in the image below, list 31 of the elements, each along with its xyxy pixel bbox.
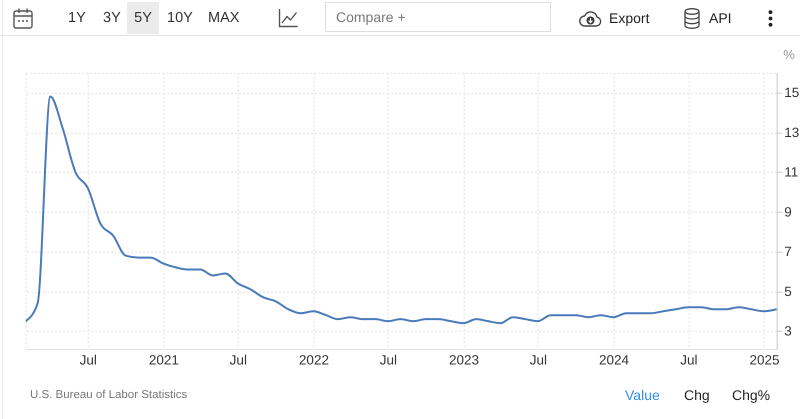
x-tick-label: Jul — [230, 352, 247, 368]
text: API — [709, 9, 732, 28]
x-tick-label: 2024 — [598, 352, 630, 368]
y-tick-label: 3 — [784, 324, 792, 339]
text: 1Y — [68, 2, 86, 34]
y-tick-label: 11 — [784, 164, 798, 180]
x-tick-label: Jul — [380, 352, 397, 368]
y-tick-label: 15 — [784, 85, 800, 100]
text: Chg% — [732, 386, 770, 404]
x-tick-label: 2023 — [448, 352, 479, 368]
x-tick-label: Jul — [680, 352, 698, 368]
text: MAX — [208, 2, 240, 34]
x-tick-label: Jul — [530, 352, 548, 368]
y-tick-label: 13 — [784, 124, 800, 140]
x-tick-label: 2021 — [148, 352, 179, 368]
line-series — [26, 96, 777, 324]
text: Export — [609, 9, 650, 28]
text: Chg — [684, 386, 710, 404]
text: 3Y — [103, 2, 121, 34]
x-tick-label: 2022 — [298, 352, 329, 368]
y-tick-label: 7 — [784, 244, 792, 260]
y-tick-label: 5 — [784, 284, 792, 299]
text: Value — [625, 386, 660, 404]
text: 5Y — [127, 2, 159, 34]
text: 10Y — [167, 2, 193, 34]
x-tick-label: Jul — [80, 352, 97, 368]
x-tick-label: 2025 — [749, 352, 780, 368]
text: U.S. Bureau of Labor Statistics — [30, 388, 188, 402]
input-field: Compare + — [325, 2, 551, 32]
y-tick-label: 9 — [784, 204, 792, 220]
y-axis-title: % — [783, 47, 796, 62]
